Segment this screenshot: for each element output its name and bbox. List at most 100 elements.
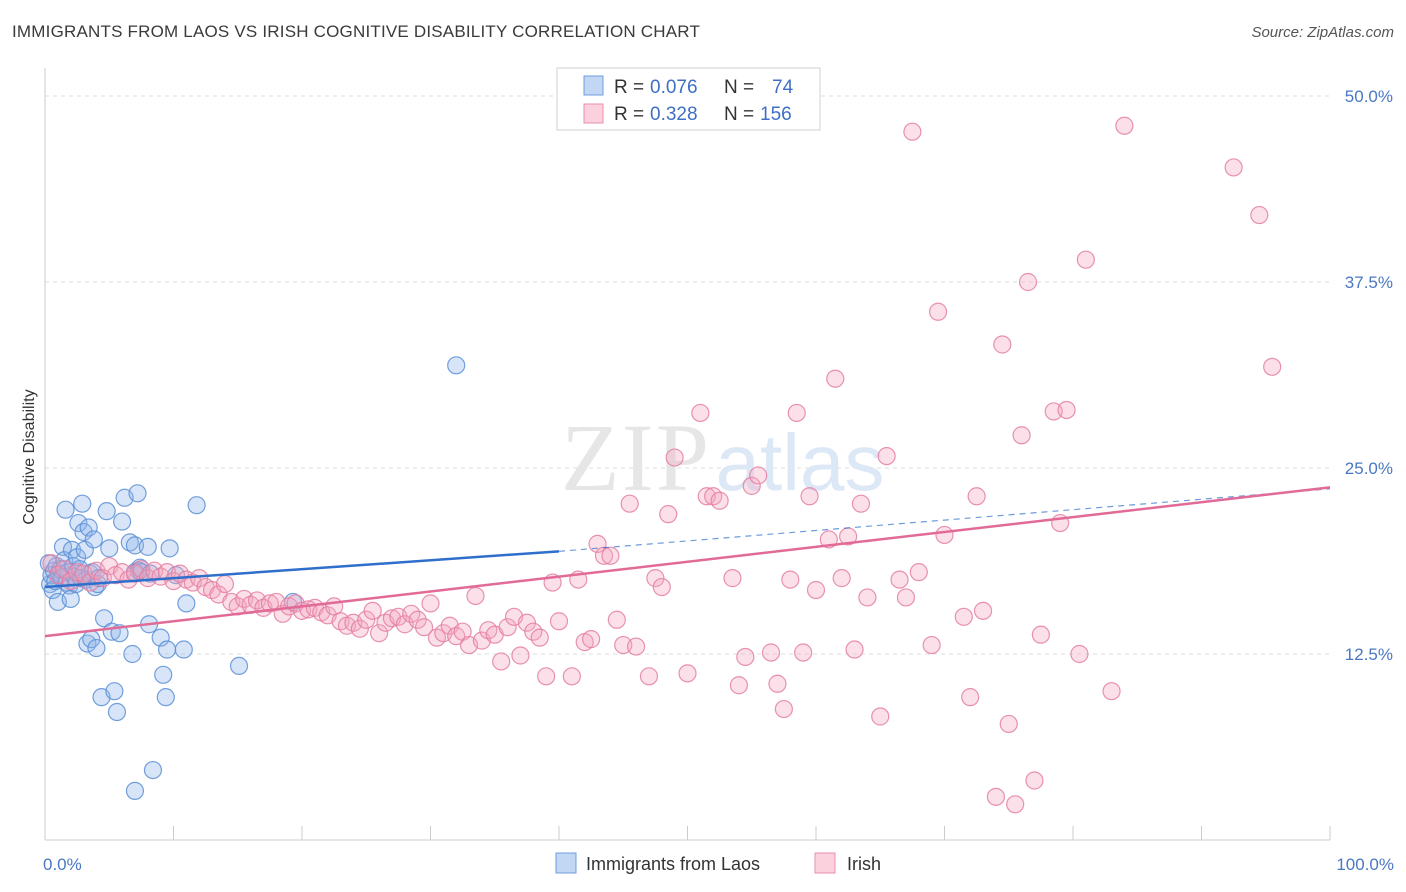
legend-r-label-laos: R = [614, 77, 644, 98]
data-point [143, 760, 163, 780]
data-point [537, 667, 556, 686]
data-point [69, 513, 88, 533]
data-point [1070, 644, 1089, 664]
data-point [174, 640, 193, 659]
data-point [993, 335, 1012, 354]
data-point [761, 643, 781, 662]
data-point [517, 613, 536, 632]
chart-title: IMMIGRANTS FROM LAOS VS IRISH COGNITIVE … [12, 22, 701, 41]
data-point [729, 676, 749, 695]
data-point [157, 640, 177, 659]
data-point [68, 548, 87, 567]
legend-swatch-irish [583, 103, 604, 124]
data-point [620, 494, 639, 513]
data-point [1263, 357, 1282, 376]
data-point [511, 646, 530, 665]
data-point [73, 494, 92, 513]
data-point [806, 580, 826, 600]
trend-line-1 [44, 486, 1331, 638]
data-point [903, 122, 922, 141]
legend-bottom: Immigrants from Laos Irish [555, 852, 881, 874]
data-point [871, 707, 890, 726]
data-point [100, 539, 119, 558]
source-label: Source: ZipAtlas.com [1251, 24, 1394, 41]
data-point [530, 628, 549, 647]
data-point [858, 588, 877, 607]
data-point [107, 702, 127, 722]
data-point [742, 476, 761, 495]
data-point [120, 533, 139, 552]
data-point [492, 652, 511, 671]
data-point [736, 647, 755, 667]
data-point [890, 570, 909, 589]
data-point [787, 403, 806, 423]
data-point [794, 643, 813, 662]
watermark-zip: ZIP [561, 404, 711, 511]
y-axis-title: Cognitive Disability [21, 389, 38, 524]
data-point [749, 466, 768, 485]
y-tick-label-2: 37.5% [1345, 273, 1393, 292]
data-point [363, 601, 382, 620]
data-point [56, 500, 75, 519]
legend-swatch-laos [583, 75, 604, 96]
data-point [229, 656, 249, 676]
data-point [215, 574, 234, 594]
data-point [408, 610, 427, 629]
data-point [826, 369, 845, 388]
data-point [350, 619, 369, 638]
data-point [928, 302, 948, 321]
bottom-legend-label-laos: Immigrants from Laos [586, 854, 760, 874]
data-point [845, 640, 864, 659]
data-point [877, 446, 896, 466]
grid-lines [45, 95, 1330, 655]
data-point [1012, 426, 1031, 445]
data-point [1076, 250, 1095, 269]
data-point [160, 539, 179, 558]
data-point [79, 518, 98, 537]
data-point [123, 644, 142, 664]
x-tick-label-1: 100.0% [1336, 855, 1394, 874]
legend-n-value-irish: 156 [760, 104, 792, 125]
data-point [832, 569, 851, 588]
legend-r-value-laos: 0.076 [650, 77, 698, 98]
data-point [97, 502, 116, 521]
data-point [87, 638, 106, 658]
data-point [414, 618, 434, 637]
data-point [607, 610, 626, 629]
data-point [582, 630, 601, 649]
bottom-legend-label-irish: Irish [847, 854, 881, 874]
data-point [909, 563, 928, 582]
bottom-legend-swatch-irish [814, 852, 836, 874]
trend-lines [44, 486, 1331, 638]
legend-r-value-irish: 0.328 [650, 104, 698, 125]
axes [44, 68, 1331, 841]
data-point [601, 546, 620, 565]
data-point [68, 563, 87, 582]
legend-top: R = 0.076 N = 74 R = 0.328 N = 156 [556, 67, 821, 131]
data-point [935, 525, 954, 545]
data-point [187, 496, 206, 515]
data-point [800, 487, 819, 506]
data-point [357, 610, 376, 629]
data-point [138, 537, 157, 556]
data-point [84, 530, 103, 549]
data-point [781, 570, 800, 589]
data-point [498, 618, 517, 637]
data-point [177, 594, 196, 613]
legend-r-label-irish: R = [614, 104, 644, 125]
data-point [1115, 116, 1134, 135]
data-point [447, 356, 466, 375]
data-point [1018, 272, 1038, 292]
trend-line-0 [44, 550, 560, 589]
data-point [639, 667, 659, 686]
data-point [466, 586, 485, 606]
data-point [128, 484, 147, 503]
data-point [851, 494, 871, 513]
data-point [626, 637, 646, 656]
data-point [967, 487, 986, 506]
data-point [75, 540, 94, 559]
data-point [768, 674, 787, 693]
legend-n-label-laos: N = [724, 77, 754, 98]
data-point [1250, 205, 1269, 225]
